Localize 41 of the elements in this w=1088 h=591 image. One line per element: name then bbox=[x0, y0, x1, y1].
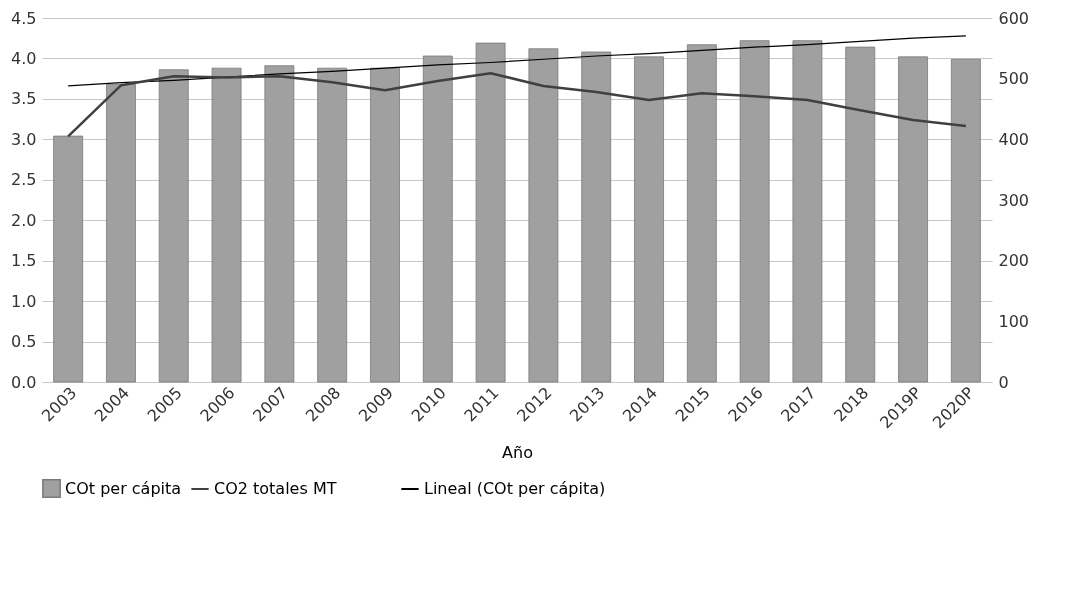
bar bbox=[53, 135, 84, 383]
y-tick-label: 4.0 bbox=[11, 48, 37, 68]
y2-tick-label: 0 bbox=[998, 372, 1009, 392]
bar bbox=[106, 83, 136, 383]
y-tick-label: 2.0 bbox=[11, 210, 37, 230]
y2-tick-label: 400 bbox=[998, 129, 1030, 149]
bar bbox=[792, 40, 823, 383]
bar bbox=[898, 56, 928, 383]
bar bbox=[317, 67, 348, 383]
y2-tick-label: 500 bbox=[998, 69, 1030, 89]
y-tick-label: 2.5 bbox=[11, 170, 37, 190]
bar bbox=[422, 55, 453, 383]
legend-label: Lineal (COt per cápita) bbox=[424, 479, 606, 498]
legend-label: COt per cápita bbox=[65, 478, 182, 498]
bar bbox=[634, 56, 664, 383]
bar bbox=[528, 48, 559, 383]
bar bbox=[950, 58, 981, 383]
bar bbox=[370, 67, 400, 383]
y-tick-label: 0.0 bbox=[11, 372, 37, 392]
bar bbox=[686, 44, 717, 383]
legend-label: CO2 totales MT bbox=[214, 479, 337, 498]
y2-tick-label: 600 bbox=[998, 8, 1030, 28]
line-series bbox=[66, 71, 968, 138]
bar bbox=[739, 40, 770, 383]
bar bbox=[158, 69, 189, 383]
bar bbox=[845, 46, 876, 383]
bar bbox=[211, 67, 242, 383]
bar bbox=[581, 51, 612, 383]
y-tick-label: 1.0 bbox=[11, 291, 37, 311]
bar bbox=[264, 65, 295, 383]
y2-tick-label: 100 bbox=[998, 311, 1030, 331]
y2-tick-label: 200 bbox=[998, 251, 1030, 271]
bar bbox=[475, 42, 506, 383]
line-series bbox=[67, 35, 967, 87]
y2-tick-label: 300 bbox=[998, 190, 1030, 210]
y-tick-label: 1.5 bbox=[11, 251, 37, 271]
y-tick-label: 4.5 bbox=[11, 8, 37, 28]
y-tick-label: 3.0 bbox=[11, 129, 37, 149]
y-tick-label: 0.5 bbox=[11, 332, 37, 352]
y-tick-label: 3.5 bbox=[11, 89, 37, 109]
x-axis-title: Año bbox=[502, 443, 533, 463]
